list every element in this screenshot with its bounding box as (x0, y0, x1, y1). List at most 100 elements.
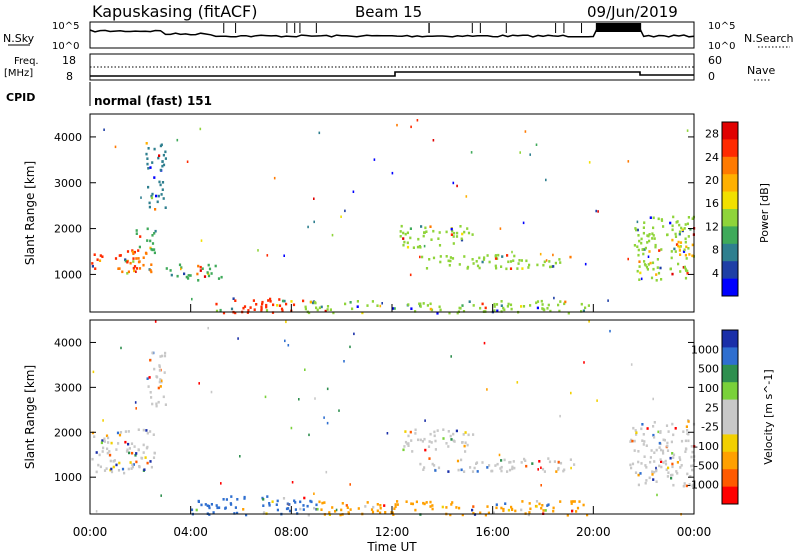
data-cell (631, 439, 634, 443)
data-cell (649, 216, 652, 219)
data-cell (657, 271, 661, 275)
data-cell (679, 241, 683, 244)
data-cell (582, 309, 585, 313)
data-cell (406, 245, 410, 249)
data-cell (459, 225, 462, 228)
data-cell (575, 510, 578, 513)
data-cell (125, 450, 129, 453)
date-title: 09/Jun/2019 (587, 3, 678, 21)
data-cell (587, 304, 590, 307)
data-cell (558, 258, 561, 261)
data-speckle (180, 267, 182, 271)
data-speckle (652, 397, 654, 401)
data-cell (452, 432, 455, 436)
data-cell (521, 500, 524, 503)
data-cell (176, 274, 179, 278)
data-cell (471, 470, 475, 473)
data-cell (110, 441, 113, 445)
data-cell (379, 504, 382, 507)
data-cell (215, 302, 218, 306)
data-cell (109, 459, 112, 463)
data-cell (472, 512, 475, 515)
data-cell (541, 467, 545, 471)
data-cell (506, 470, 509, 473)
data-cell (687, 420, 690, 423)
data-cell (635, 228, 638, 232)
data-cell (276, 499, 279, 503)
data-cell (107, 441, 110, 444)
colorbar-bin (722, 156, 738, 175)
data-cell (506, 305, 509, 308)
data-cell (669, 221, 672, 225)
data-cell (407, 444, 410, 447)
data-cell (559, 500, 562, 503)
data-cell (124, 259, 127, 263)
data-cell (265, 309, 269, 312)
data-cell (102, 446, 105, 450)
data-cell (94, 267, 97, 270)
data-cell (164, 403, 167, 406)
data-cell (266, 495, 269, 498)
data-cell (148, 205, 151, 209)
data-cell (187, 277, 190, 280)
data-cell (346, 506, 349, 509)
data-cell (674, 232, 677, 236)
data-cell (329, 308, 332, 311)
data-cell (158, 180, 161, 184)
data-cell (679, 270, 682, 273)
data-cell (91, 265, 94, 268)
data-cell (673, 247, 676, 251)
colorbar-bin (722, 434, 738, 453)
data-speckle (456, 184, 458, 188)
data-cell (157, 156, 160, 160)
data-cell (678, 246, 681, 249)
data-speckle (535, 143, 538, 146)
data-cell (229, 502, 232, 505)
data-cell (161, 354, 164, 358)
data-cell (137, 257, 140, 260)
data-cell (292, 303, 296, 307)
data-cell (393, 307, 396, 310)
data-cell (437, 237, 440, 240)
data-cell (472, 262, 475, 265)
data-cell (654, 245, 657, 249)
data-cell (391, 511, 394, 515)
colorbar-tick-label: -100 (694, 440, 719, 453)
data-cell (118, 461, 121, 465)
colorbar-bin (722, 451, 738, 470)
colorbar-bin (722, 486, 738, 505)
data-cell (643, 248, 646, 251)
data-speckle (409, 273, 412, 277)
data-cell (456, 231, 459, 235)
data-cell (677, 240, 680, 244)
data-cell (260, 307, 263, 310)
data-cell (117, 442, 120, 445)
data-cell (653, 460, 656, 463)
data-cell (553, 460, 556, 463)
data-speckle (335, 508, 338, 512)
y-tick-label: 1000 (54, 471, 82, 484)
data-cell (500, 304, 503, 307)
data-cell (278, 298, 281, 301)
data-cell (488, 464, 491, 467)
data-cell (652, 216, 655, 220)
data-cell (447, 470, 450, 473)
data-cell (404, 440, 408, 444)
data-cell (412, 246, 415, 249)
data-cell (436, 312, 439, 315)
data-cell (410, 439, 413, 442)
data-cell (502, 507, 505, 511)
data-speckle (540, 466, 542, 469)
data-cell (142, 256, 145, 259)
data-cell (449, 256, 452, 259)
data-cell (320, 305, 323, 309)
data-speckle (537, 468, 539, 471)
data-cell (513, 466, 516, 470)
velocity-y-axis: 1000 2000 3000 4000 (54, 336, 694, 484)
data-cell (242, 508, 245, 511)
data-cell (187, 274, 190, 277)
data-cell (641, 439, 644, 442)
data-cell (132, 463, 135, 466)
data-cell (133, 265, 137, 268)
